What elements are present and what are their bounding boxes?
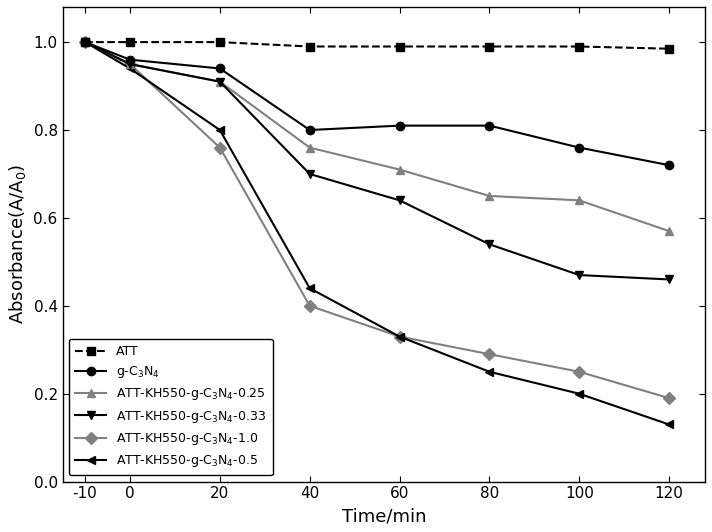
Line: ATT-KH550-g-C$_3$N$_4$-1.0: ATT-KH550-g-C$_3$N$_4$-1.0	[81, 38, 674, 402]
g-C$_3$N$_4$	[395, 122, 404, 129]
g-C$_3$N$_4$	[485, 122, 493, 129]
ATT	[305, 43, 314, 49]
g-C$_3$N$_4$	[665, 162, 674, 168]
ATT	[395, 43, 404, 49]
ATT-KH550-g-C$_3$N$_4$-0.33	[126, 61, 135, 67]
ATT-KH550-g-C$_3$N$_4$-0.33	[485, 241, 493, 247]
Line: ATT-KH550-g-C$_3$N$_4$-0.33: ATT-KH550-g-C$_3$N$_4$-0.33	[81, 38, 674, 284]
ATT-KH550-g-C$_3$N$_4$-1.0	[485, 351, 493, 358]
ATT-KH550-g-C$_3$N$_4$-0.5	[80, 39, 89, 45]
ATT-KH550-g-C$_3$N$_4$-0.5	[126, 65, 135, 72]
ATT-KH550-g-C$_3$N$_4$-0.33	[80, 39, 89, 45]
Y-axis label: Absorbance(A/A$_0$): Absorbance(A/A$_0$)	[7, 164, 28, 325]
Line: ATT-KH550-g-C$_3$N$_4$-0.25: ATT-KH550-g-C$_3$N$_4$-0.25	[81, 38, 674, 235]
ATT-KH550-g-C$_3$N$_4$-1.0	[216, 144, 224, 151]
ATT-KH550-g-C$_3$N$_4$-0.33	[665, 276, 674, 282]
ATT-KH550-g-C$_3$N$_4$-0.25	[80, 39, 89, 45]
ATT-KH550-g-C$_3$N$_4$-1.0	[665, 395, 674, 401]
ATT-KH550-g-C$_3$N$_4$-0.5	[216, 127, 224, 133]
ATT-KH550-g-C$_3$N$_4$-0.5	[485, 369, 493, 375]
ATT	[216, 39, 224, 45]
ATT-KH550-g-C$_3$N$_4$-0.5	[665, 421, 674, 428]
Line: ATT: ATT	[81, 38, 674, 53]
ATT-KH550-g-C$_3$N$_4$-1.0	[395, 334, 404, 340]
g-C$_3$N$_4$	[575, 144, 584, 151]
ATT-KH550-g-C$_3$N$_4$-0.25	[305, 144, 314, 151]
ATT-KH550-g-C$_3$N$_4$-0.5	[395, 334, 404, 340]
g-C$_3$N$_4$	[80, 39, 89, 45]
ATT-KH550-g-C$_3$N$_4$-0.33	[575, 272, 584, 278]
g-C$_3$N$_4$	[126, 56, 135, 63]
ATT-KH550-g-C$_3$N$_4$-0.33	[216, 79, 224, 85]
ATT-KH550-g-C$_3$N$_4$-0.25	[485, 193, 493, 199]
ATT	[126, 39, 135, 45]
ATT-KH550-g-C$_3$N$_4$-0.25	[395, 167, 404, 173]
ATT-KH550-g-C$_3$N$_4$-0.5	[305, 285, 314, 292]
Line: g-C$_3$N$_4$: g-C$_3$N$_4$	[81, 38, 674, 169]
X-axis label: Time/min: Time/min	[342, 507, 426, 525]
g-C$_3$N$_4$	[216, 65, 224, 72]
ATT-KH550-g-C$_3$N$_4$-0.33	[395, 197, 404, 204]
ATT-KH550-g-C$_3$N$_4$-1.0	[575, 369, 584, 375]
ATT-KH550-g-C$_3$N$_4$-1.0	[80, 39, 89, 45]
ATT-KH550-g-C$_3$N$_4$-0.25	[665, 228, 674, 234]
ATT	[80, 39, 89, 45]
ATT	[665, 46, 674, 52]
ATT-KH550-g-C$_3$N$_4$-0.5	[575, 390, 584, 397]
Line: ATT-KH550-g-C$_3$N$_4$-0.5: ATT-KH550-g-C$_3$N$_4$-0.5	[81, 38, 674, 429]
g-C$_3$N$_4$	[305, 127, 314, 133]
ATT-KH550-g-C$_3$N$_4$-0.25	[126, 61, 135, 67]
ATT-KH550-g-C$_3$N$_4$-0.25	[216, 79, 224, 85]
ATT-KH550-g-C$_3$N$_4$-1.0	[126, 61, 135, 67]
Legend: ATT, g-C$_3$N$_4$, ATT-KH550-g-C$_3$N$_4$-0.25, ATT-KH550-g-C$_3$N$_4$-0.33, ATT: ATT, g-C$_3$N$_4$, ATT-KH550-g-C$_3$N$_4…	[69, 339, 273, 476]
ATT-KH550-g-C$_3$N$_4$-1.0	[305, 303, 314, 309]
ATT	[575, 43, 584, 49]
ATT-KH550-g-C$_3$N$_4$-0.33	[305, 171, 314, 177]
ATT-KH550-g-C$_3$N$_4$-0.25	[575, 197, 584, 204]
ATT	[485, 43, 493, 49]
